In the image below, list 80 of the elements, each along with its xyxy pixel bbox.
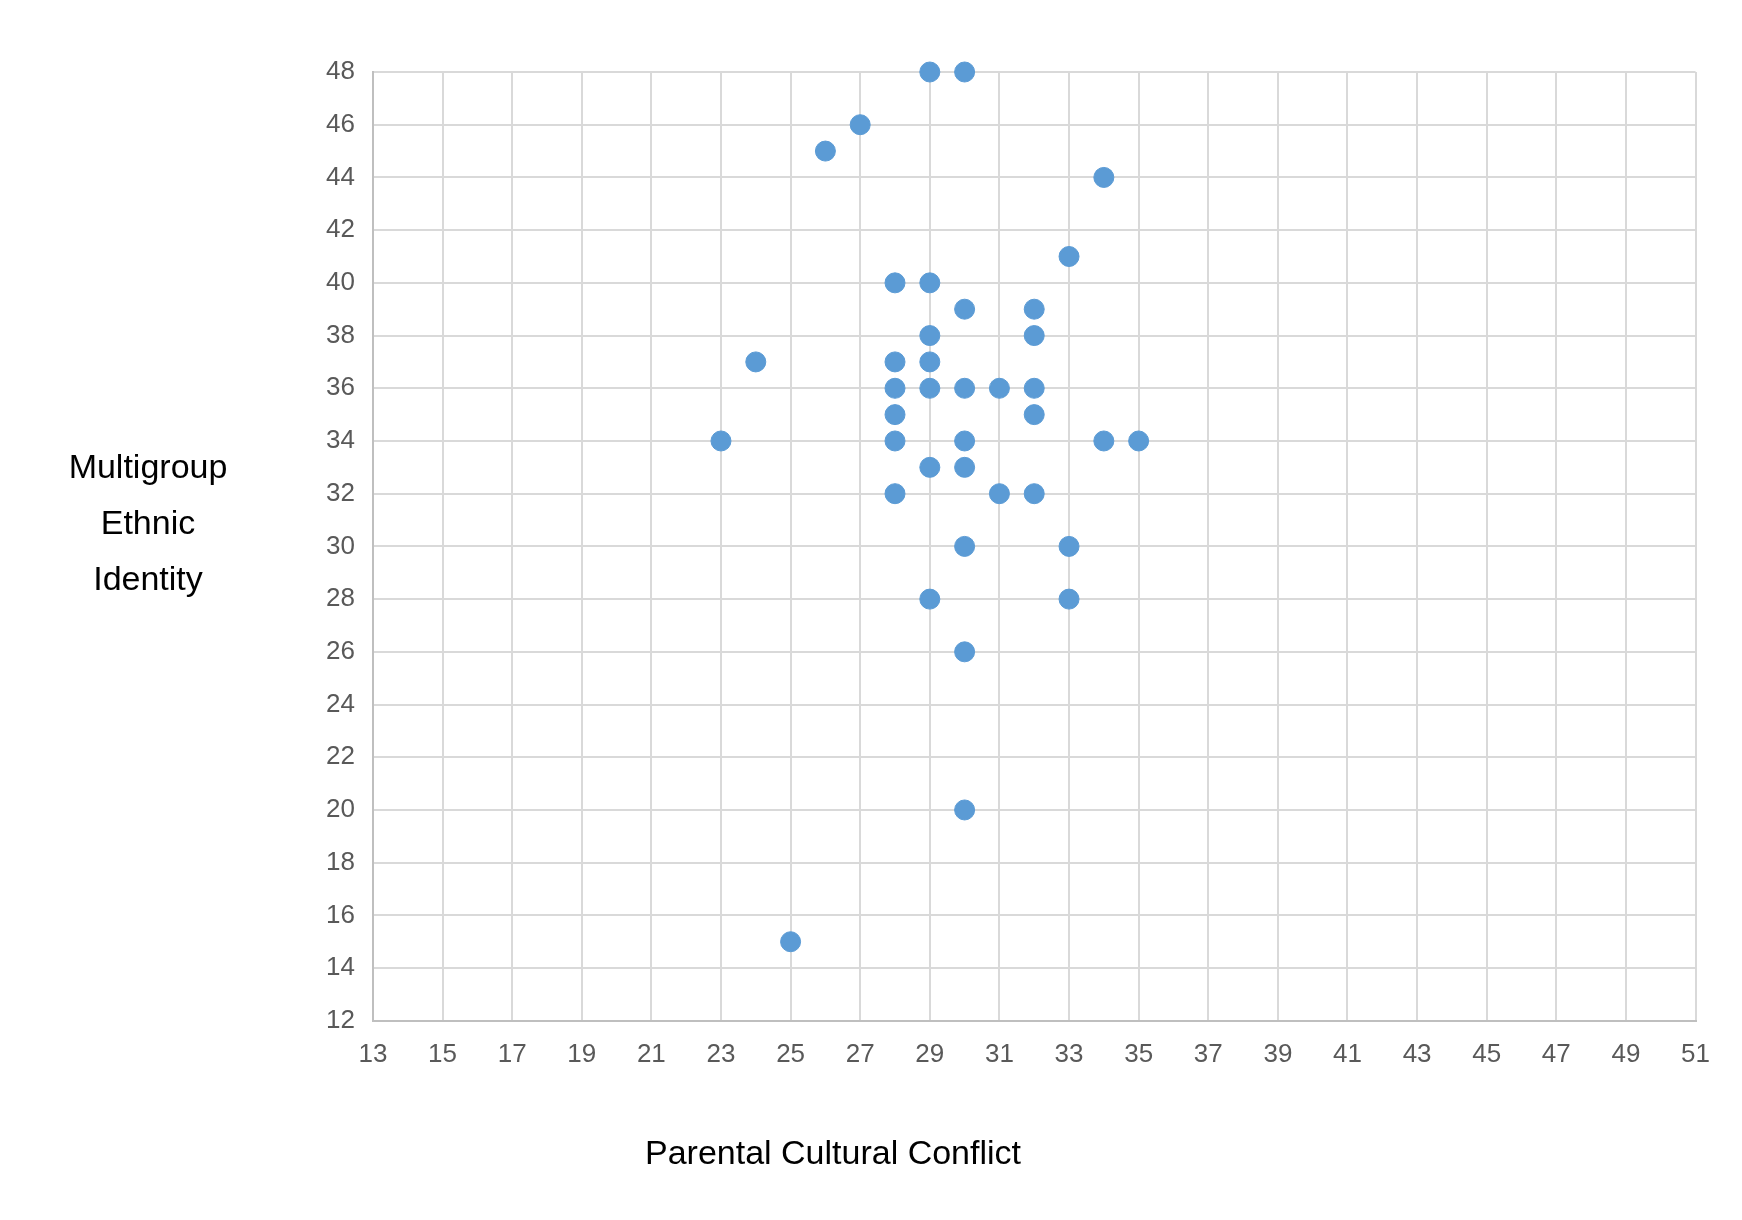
point (988, 377, 1010, 399)
x-tick-label: 39 (1263, 1037, 1293, 1068)
x-tick-label: 25 (776, 1037, 806, 1068)
point (745, 351, 767, 373)
point (919, 588, 941, 610)
point (919, 351, 941, 373)
point (884, 483, 906, 505)
x-tick-label: 35 (1124, 1037, 1154, 1068)
point (954, 377, 976, 399)
y-tick-label: 36 (326, 371, 355, 402)
point (780, 931, 802, 953)
x-tick-label: 31 (984, 1037, 1014, 1068)
y-tick-label: 42 (326, 213, 355, 244)
y-tick-label: 30 (326, 529, 355, 560)
x-tick-label: 45 (1472, 1037, 1502, 1068)
point (710, 430, 732, 452)
y-tick-label: 12 (326, 1003, 355, 1034)
x-tick-label: 43 (1402, 1037, 1432, 1068)
y-tick-label: 40 (326, 266, 355, 297)
y-tick-label: 14 (326, 951, 355, 982)
x-tick-label: 51 (1681, 1037, 1710, 1068)
point (954, 641, 976, 663)
point (919, 272, 941, 294)
point (919, 456, 941, 478)
x-tick-label: 27 (845, 1037, 875, 1068)
y-tick-label: 20 (326, 793, 355, 824)
x-axis-title: Parental Cultural Conflict (643, 1133, 1023, 1172)
y-axis-title: Multigroup Ethnic Identity (67, 446, 229, 599)
x-tick-label: 41 (1333, 1037, 1362, 1068)
point (884, 377, 906, 399)
y-tick-label: 38 (326, 318, 355, 349)
point (919, 325, 941, 347)
point (884, 404, 906, 426)
y-tick-label: 22 (326, 740, 355, 771)
y-tick-label: 46 (326, 107, 355, 138)
point (1023, 404, 1045, 426)
point (884, 351, 906, 373)
point (1023, 298, 1045, 320)
y-tick-label: 24 (326, 687, 355, 718)
point (988, 483, 1010, 505)
point (954, 456, 976, 478)
x-tick-label: 47 (1541, 1037, 1571, 1068)
y-tick-label: 44 (326, 160, 355, 191)
x-tick-label: 13 (358, 1037, 388, 1068)
x-tick-label: 17 (497, 1037, 527, 1068)
y-tick-label: 18 (326, 845, 355, 876)
point (1128, 430, 1150, 452)
y-tick-label: 34 (326, 424, 355, 455)
y-tick-label: 48 (326, 55, 355, 86)
point (814, 140, 836, 162)
x-tick-label: 23 (706, 1037, 736, 1068)
point (1023, 483, 1045, 505)
point (1093, 166, 1115, 188)
point (1058, 245, 1080, 267)
point (884, 430, 906, 452)
y-tick-label: 32 (326, 476, 355, 507)
point (1093, 430, 1115, 452)
x-tick-label: 15 (428, 1037, 457, 1068)
x-tick-label: 49 (1611, 1037, 1641, 1068)
point (919, 377, 941, 399)
point (954, 61, 976, 83)
x-tick-label: 33 (1054, 1037, 1084, 1068)
point (1058, 535, 1080, 557)
point (954, 430, 976, 452)
point (1023, 325, 1045, 347)
point (954, 799, 976, 821)
point (1058, 588, 1080, 610)
x-tick-label: 37 (1193, 1037, 1223, 1068)
x-tick-label: 29 (915, 1037, 945, 1068)
y-tick-label: 26 (326, 634, 355, 665)
x-tick-label: 19 (567, 1037, 597, 1068)
y-tick-label: 16 (326, 898, 355, 929)
point (954, 298, 976, 320)
point (954, 535, 976, 557)
point (849, 114, 871, 136)
point (919, 61, 941, 83)
point (1023, 377, 1045, 399)
point (884, 272, 906, 294)
y-tick-label: 28 (326, 582, 355, 613)
x-tick-label: 21 (636, 1037, 666, 1068)
